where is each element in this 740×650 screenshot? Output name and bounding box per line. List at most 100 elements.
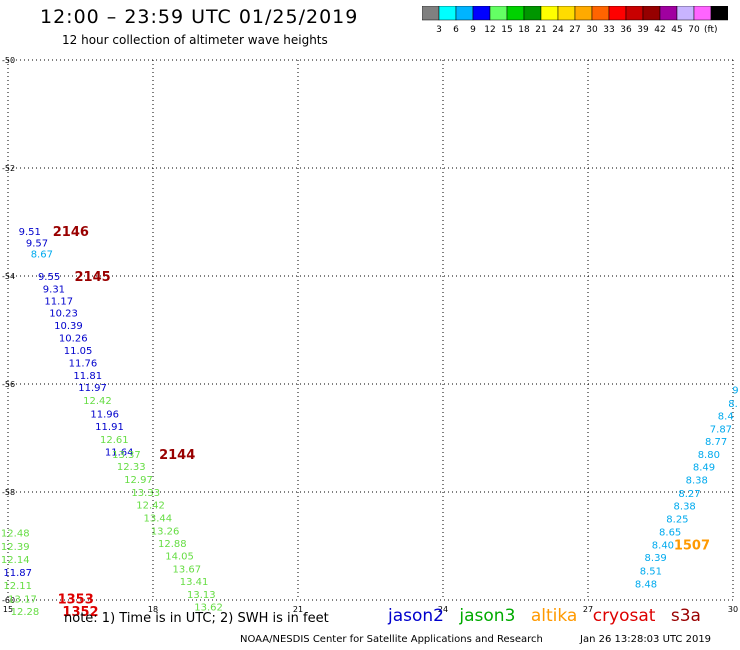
- x-tick-label: 18: [148, 605, 158, 614]
- wave-height-label: 12.11: [3, 581, 32, 592]
- legend-altika: altika: [530, 606, 578, 626]
- wave-height-label: 8.38: [674, 502, 696, 513]
- pass-number-label: 1352: [62, 605, 98, 620]
- wave-height-label: 11.17: [44, 296, 73, 307]
- y-tick-label: -56: [2, 380, 15, 389]
- footer-note: note: 1) Time is in UTC; 2) SWH is in fe…: [64, 611, 329, 626]
- wave-height-label: 8.4: [718, 411, 734, 422]
- wave-height-label: 13.44: [144, 513, 173, 524]
- colorbar-label: 21: [535, 25, 546, 35]
- wave-height-label: 12.61: [100, 435, 129, 446]
- wave-height-label: 8.80: [698, 450, 720, 461]
- wave-height-label: 11.97: [78, 383, 107, 394]
- wave-height-label: 11.87: [3, 568, 32, 579]
- y-tick-label: -60: [2, 596, 15, 605]
- wave-height-label: 13.17: [8, 594, 37, 605]
- wave-height-label: 9.51: [19, 227, 41, 238]
- wave-height-label: 9.55: [38, 272, 60, 283]
- x-tick-label: 27: [583, 605, 593, 614]
- wave-height-label: 8.39: [645, 553, 667, 564]
- wave-height-label: 8.77: [705, 437, 727, 448]
- wave-height-colorbar: 3 6 9 12 15 18 21 24 27 30 33 36 39 42 45 70 (ft): [422, 6, 728, 35]
- wave-height-label: 11.81: [73, 371, 102, 382]
- wave-height-label: 9: [732, 385, 738, 396]
- wave-height-label: 9.57: [26, 239, 48, 250]
- colorbar-swatch: [710, 6, 728, 21]
- wave-height-label: 13.62: [194, 602, 223, 613]
- colorbar-label: 36: [620, 25, 632, 35]
- wave-height-label: 8.65: [659, 527, 681, 538]
- wave-height-label: 13.33: [131, 488, 160, 499]
- x-tick-label: 30: [728, 605, 738, 614]
- colorbar-unit: (ft): [704, 25, 718, 35]
- chart-title: 12:00 – 23:59 UTC 01/25/2019: [40, 6, 359, 28]
- wave-height-label: 14.05: [165, 552, 194, 563]
- wave-height-label: 8.40: [652, 540, 674, 551]
- wave-height-label: 12.28: [11, 607, 40, 618]
- wave-height-label: 8.38: [686, 476, 708, 487]
- wave-height-label: 8.27: [678, 489, 700, 500]
- pass-number-label: 2146: [53, 225, 89, 240]
- legend-jason2: jason2: [388, 606, 444, 626]
- footer-timestamp: Jan 26 13:28:03 UTC 2019: [580, 634, 712, 645]
- wave-height-label: 13.26: [151, 526, 180, 537]
- x-tick-label: 21: [293, 605, 303, 614]
- wave-height-label: 12.97: [124, 475, 153, 486]
- wave-height-label: 12.48: [1, 529, 30, 540]
- wave-height-label: 10.39: [54, 321, 83, 332]
- wave-height-label: 10.26: [59, 334, 88, 345]
- colorbar-label: 15: [501, 25, 512, 35]
- wave-height-label: 11.76: [69, 358, 98, 369]
- wave-height-label: 8.67: [31, 249, 53, 260]
- wave-height-label: 13.37: [112, 450, 141, 461]
- wave-height-label: 7.87: [710, 424, 732, 435]
- colorbar-label: 33: [603, 25, 614, 35]
- colorbar-label: 18: [518, 25, 530, 35]
- legend-jason3: jason3: [459, 606, 516, 626]
- pass-number-label: 1353: [58, 592, 94, 607]
- wave-height-label: 13.41: [180, 577, 209, 588]
- wave-height-label: 11.96: [90, 410, 119, 421]
- colorbar-label: 24: [552, 25, 564, 35]
- chart-subtitle: 12 hour collection of altimeter wave hei…: [62, 33, 328, 47]
- legend-s3a: s3a: [670, 606, 701, 626]
- pass-number-label: 2145: [74, 270, 110, 285]
- wave-height-label: 10.23: [49, 309, 78, 320]
- y-tick-label: -54: [2, 272, 15, 281]
- x-tick-label: 24: [438, 605, 448, 614]
- wave-height-label: 8.51: [640, 566, 662, 577]
- colorbar-label: 42: [654, 25, 665, 35]
- satellite-legend: jason2 jason3 altika cryosat s3a: [388, 606, 711, 626]
- wave-height-label: 9.31: [43, 284, 65, 295]
- colorbar-label: 12: [484, 25, 495, 35]
- pass-number-label: 1507: [674, 538, 710, 553]
- wave-height-label: 12.42: [136, 500, 165, 511]
- y-tick-label: -58: [2, 488, 15, 497]
- colorbar-label: 6: [453, 25, 459, 35]
- wave-height-label: 13.67: [173, 565, 202, 576]
- colorbar-label: 30: [586, 25, 598, 35]
- colorbar-label: 45: [671, 25, 682, 35]
- x-tick-label: 15: [3, 605, 13, 614]
- wave-height-label: 12.14: [1, 555, 30, 566]
- y-tick-label: -52: [2, 164, 15, 173]
- wave-height-label: 11.91: [95, 422, 124, 433]
- colorbar-label: 27: [569, 25, 580, 35]
- wave-height-label: 12.88: [158, 539, 187, 550]
- wave-height-label: 12.42: [83, 396, 112, 407]
- colorbar-label: 70: [688, 25, 700, 35]
- wave-height-label: 11.64: [105, 448, 134, 459]
- wave-height-label: 13.13: [187, 590, 216, 601]
- wave-height-label: 8.48: [635, 579, 657, 590]
- y-tick-label: -50: [2, 56, 15, 65]
- colorbar-label: 39: [637, 25, 649, 35]
- wave-height-label: 8.25: [666, 514, 688, 525]
- colorbar-label: 3: [436, 25, 442, 35]
- pass-number-label: 2144: [159, 448, 195, 463]
- colorbar-label: 9: [470, 25, 476, 35]
- wave-height-label: 8.49: [693, 463, 715, 474]
- legend-cryosat: cryosat: [592, 606, 656, 626]
- wave-height-label: 12.33: [117, 462, 146, 473]
- wave-height-label: 12.39: [1, 542, 30, 553]
